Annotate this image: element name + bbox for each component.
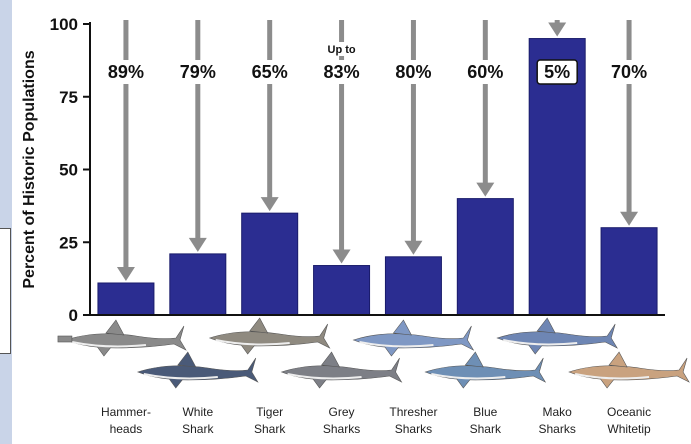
grey-shark-icon (280, 351, 403, 389)
thresher-shark-icon (352, 319, 475, 357)
bar (600, 227, 658, 316)
oceanic-whitetip-shark-icon (568, 351, 690, 389)
bar (241, 212, 299, 316)
category-labels: Hammer-heads White Shark Tiger Shark Grey Shar… (101, 405, 651, 436)
decline-percent-label: 60% (467, 62, 503, 82)
annotation-backdrop (317, 60, 366, 84)
decline-arrow (548, 20, 567, 37)
y-axis-label: Percent of Historic Populations (21, 50, 38, 288)
annotation-backdrop (173, 60, 222, 84)
decline-arrow (476, 20, 495, 197)
annotation-backdrop (605, 60, 654, 84)
category-label: Blue Shark (470, 405, 502, 436)
decline-arrow (260, 20, 279, 212)
y-axis-ticks: 0 25 50 75 100 (50, 15, 90, 325)
decline-arrow (332, 20, 351, 264)
decline-annotations: 89% 79% 65% Up to 83% 80% 60% 5% 70% (101, 42, 654, 85)
decline-percent-label: 80% (395, 62, 431, 82)
annotation-backdrop (101, 60, 150, 84)
decline-percent-label: 5% (544, 62, 570, 82)
category-label: Oceanic Whitetip (607, 405, 651, 436)
bar (97, 282, 155, 316)
annotation-backdrop (245, 60, 294, 84)
annotation-box (536, 59, 578, 85)
category-label: Mako Sharks (539, 405, 576, 436)
category-label: Tiger Shark (254, 405, 286, 436)
category-label: Grey Sharks (323, 405, 360, 436)
decline-percent-label: 89% (108, 62, 144, 82)
category-label: Hammer-heads (101, 405, 151, 436)
left-side-box (0, 228, 11, 354)
annotation-prefix-backdrop (323, 42, 360, 56)
decline-arrow (188, 20, 207, 252)
annotation-backdrop (389, 60, 438, 84)
hammerhead-shark-icon (57, 319, 187, 357)
y-tick-label: 0 (69, 306, 78, 325)
annotation-prefix: Up to (328, 44, 356, 56)
category-label: White Shark (182, 405, 214, 436)
bar (169, 253, 227, 316)
y-tick-label: 50 (59, 161, 78, 180)
y-tick-label: 25 (59, 233, 78, 252)
decline-percent-label: 70% (611, 62, 647, 82)
y-tick-label: 100 (50, 15, 78, 34)
tiger-shark-icon (208, 317, 331, 355)
decline-arrow (404, 20, 423, 255)
decline-arrow (116, 20, 135, 281)
decline-percent-label: 83% (324, 62, 360, 82)
bar (384, 256, 442, 316)
bars (97, 38, 658, 316)
bar (313, 265, 371, 316)
decline-percent-label: 65% (252, 62, 288, 82)
mako-shark-icon (496, 317, 618, 355)
white-shark-icon (136, 351, 259, 389)
decline-percent-label: 79% (180, 62, 216, 82)
blue-shark-icon (424, 351, 547, 389)
category-label: Thresher Sharks (389, 405, 437, 436)
annotation-backdrop (461, 60, 510, 84)
decline-arrow (620, 20, 639, 226)
shark-illustrations (57, 317, 690, 389)
bar (456, 198, 514, 316)
y-tick-label: 75 (59, 88, 78, 107)
